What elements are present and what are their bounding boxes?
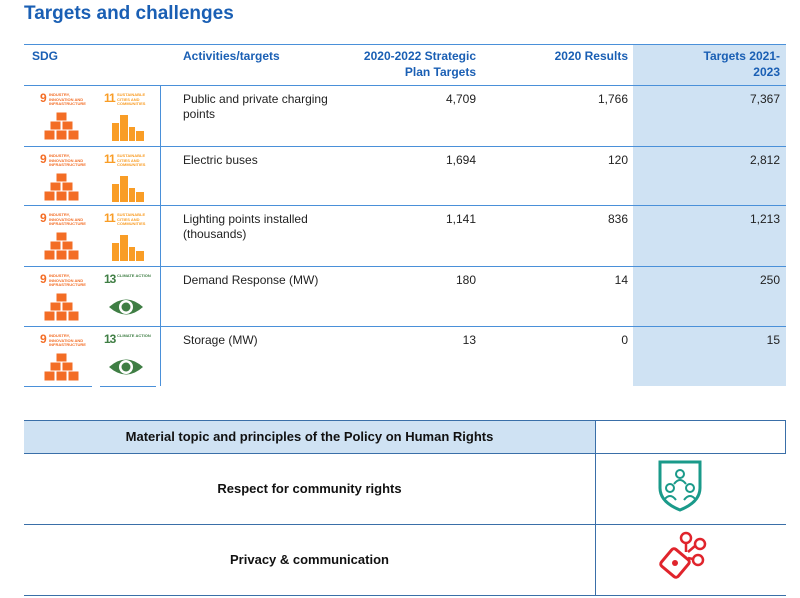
sdg-label: SUSTAINABLE CITIES AND COMMUNITIES xyxy=(117,92,146,106)
header-activity: Activities/targets xyxy=(183,49,280,63)
sdg-icon xyxy=(42,111,82,141)
sdg-icon xyxy=(42,292,82,322)
sdg-number: 9 xyxy=(40,152,47,166)
sdg-icon xyxy=(106,111,146,141)
line xyxy=(24,453,786,454)
targets: 1,213 xyxy=(749,212,780,226)
results: 836 xyxy=(607,212,628,226)
sdg-icon xyxy=(106,352,146,382)
plan: 180 xyxy=(455,273,476,287)
title: Targets and challenges xyxy=(24,3,234,24)
sdg-icon xyxy=(106,231,146,261)
header-results: 2020 Results xyxy=(554,49,628,63)
row-line xyxy=(100,386,156,387)
results: 0 xyxy=(621,333,628,347)
sdg-icon xyxy=(42,352,82,382)
plan: 1,141 xyxy=(445,212,476,226)
header-plan: 2020-2022 Strategic Plan Targets xyxy=(363,49,476,79)
sdg-label: SUSTAINABLE CITIES AND COMMUNITIES xyxy=(117,212,146,226)
divider xyxy=(160,85,161,386)
line xyxy=(24,524,786,525)
header-sdg: SDG xyxy=(32,49,59,63)
row-line xyxy=(24,326,786,327)
sdg-label: INDUSTRY, INNOVATION AND INFRASTRUCTURE xyxy=(49,92,86,106)
plan: 4,709 xyxy=(445,92,476,106)
activity: Public and private charging points xyxy=(183,92,328,121)
results: 14 xyxy=(614,273,628,287)
sdg-number: 9 xyxy=(40,211,47,225)
privacy-icon xyxy=(659,531,707,579)
sdg-label: SUSTAINABLE CITIES AND COMMUNITIES xyxy=(117,153,146,167)
sdg-number: 11 xyxy=(104,91,116,105)
topic: Privacy & communication xyxy=(230,552,389,567)
row-line xyxy=(24,85,786,86)
row-line xyxy=(24,386,92,387)
line xyxy=(24,595,786,596)
sdg-label: INDUSTRY, INNOVATION AND INFRASTRUCTURE xyxy=(49,212,86,226)
results: 120 xyxy=(607,153,628,167)
sdg-label: CLIMATE ACTION xyxy=(117,273,151,278)
topic-header: Material topic and principles of the Pol… xyxy=(125,429,494,444)
sdg-icon xyxy=(106,292,146,322)
activity: Lighting points installed (thousands) xyxy=(183,212,308,241)
community-icon xyxy=(658,460,702,512)
sdg-number: 9 xyxy=(40,272,47,286)
targets: 2,812 xyxy=(749,153,780,167)
line xyxy=(24,420,786,421)
sdg-label: CLIMATE ACTION xyxy=(117,333,151,338)
line xyxy=(785,420,786,453)
sdg-number: 9 xyxy=(40,91,47,105)
sdg-icon xyxy=(42,231,82,261)
activity: Demand Response (MW) xyxy=(183,273,319,287)
row-line xyxy=(24,266,786,267)
line xyxy=(595,420,596,596)
plan: 13 xyxy=(462,333,476,347)
sdg-number: 13 xyxy=(104,272,116,286)
activity: Electric buses xyxy=(183,153,258,167)
activity: Storage (MW) xyxy=(183,333,258,347)
topic-header-bg xyxy=(24,420,595,453)
sdg-number: 11 xyxy=(104,211,116,225)
sdg-label: INDUSTRY, INNOVATION AND INFRASTRUCTURE xyxy=(49,333,86,347)
targets: 15 xyxy=(766,333,780,347)
header-targets: Targets 2021-2023 xyxy=(703,49,780,79)
targets: 7,367 xyxy=(749,92,780,106)
table-top-line xyxy=(24,44,786,45)
results: 1,766 xyxy=(597,92,628,106)
highlight-column xyxy=(633,44,786,386)
sdg-number: 11 xyxy=(104,152,116,166)
row-line xyxy=(24,146,786,147)
row-line xyxy=(24,205,786,206)
sdg-label: INDUSTRY, INNOVATION AND INFRASTRUCTURE xyxy=(49,153,86,167)
topic: Respect for community rights xyxy=(217,481,402,496)
sdg-icon xyxy=(106,172,146,202)
sdg-number: 13 xyxy=(104,332,116,346)
sdg-label: INDUSTRY, INNOVATION AND INFRASTRUCTURE xyxy=(49,273,86,287)
sdg-icon xyxy=(42,172,82,202)
plan: 1,694 xyxy=(445,153,476,167)
targets: 250 xyxy=(759,273,780,287)
sdg-number: 9 xyxy=(40,332,47,346)
